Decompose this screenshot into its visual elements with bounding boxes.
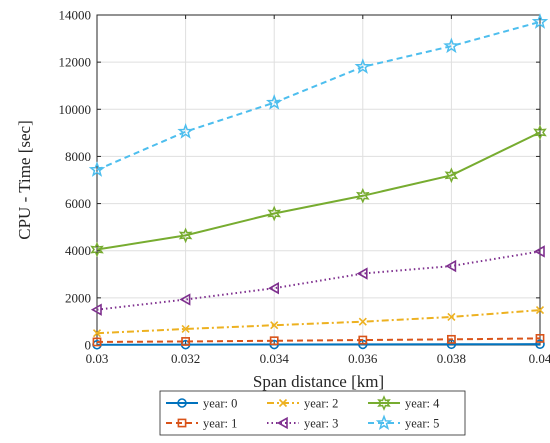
data-series [88, 13, 549, 350]
data-point [267, 205, 282, 222]
legend-item-3: year: 3 [267, 417, 338, 431]
series-line [96, 20, 541, 171]
x-tick-label: 0.032 [171, 351, 200, 366]
data-point [268, 282, 280, 295]
y-tick-label: 8000 [65, 149, 91, 164]
legend-marker [177, 398, 187, 408]
axis-ticks: 0.03 0.032 0.034 0.036 0.038 0.04 0 2000 4000 600… [59, 8, 550, 367]
data-point [269, 336, 279, 346]
series-line [96, 131, 541, 251]
data-point [90, 241, 104, 258]
data-point [535, 306, 545, 315]
x-tick-label: 0.036 [348, 351, 378, 366]
series-line [96, 250, 541, 311]
y-tick-label: 12000 [59, 55, 92, 70]
y-tick-label: 4000 [65, 243, 91, 258]
data-point [445, 259, 457, 273]
y-axis-label: CPU - Time [sec] [15, 120, 34, 239]
data-point [356, 267, 368, 280]
series-4 [90, 124, 547, 258]
data-point [355, 187, 370, 204]
legend-item-4: year: 4 [368, 395, 440, 411]
data-point [447, 312, 456, 322]
data-point [444, 167, 459, 184]
legend-item-0: year: 0 [166, 397, 237, 411]
series-2 [92, 306, 545, 338]
data-point [354, 58, 372, 74]
legend-item-2: year: 2 [267, 397, 338, 411]
data-point [88, 161, 106, 177]
legend-marker [276, 416, 288, 430]
legend-label: year: 3 [304, 417, 338, 431]
x-axis-label: Span distance [km] [253, 372, 384, 391]
plot-area-frame [96, 14, 541, 346]
series-line [96, 337, 541, 343]
data-point [177, 123, 194, 139]
series-1 [92, 333, 545, 347]
legend-marker [177, 418, 187, 428]
x-tick-label: 0.03 [86, 351, 109, 366]
legend-marker [278, 398, 288, 408]
legend-marker [375, 414, 393, 431]
data-point [270, 321, 279, 330]
data-point [535, 339, 545, 349]
grid [96, 14, 541, 346]
data-point [90, 303, 102, 316]
y-tick-label: 2000 [65, 290, 91, 305]
y-tick-label: 0 [85, 338, 92, 353]
data-point [181, 337, 190, 346]
data-point [265, 94, 283, 110]
legend-label: year: 2 [304, 397, 338, 411]
legend-item-1: year: 1 [166, 417, 237, 431]
data-point [443, 37, 460, 54]
y-tick-label: 10000 [59, 102, 92, 117]
data-point [179, 293, 191, 306]
legend-label: year: 1 [203, 417, 237, 431]
legend-box [159, 390, 466, 436]
series-line [96, 343, 541, 346]
data-point [531, 13, 549, 29]
data-point [358, 335, 368, 345]
data-point [92, 337, 102, 347]
x-tick-label: 0.034 [260, 351, 290, 366]
data-point [446, 334, 456, 344]
x-tick-label: 0.04 [529, 351, 550, 366]
data-point [533, 245, 545, 258]
data-point [535, 333, 545, 343]
data-point [178, 227, 193, 244]
legend-label: year: 4 [405, 397, 440, 411]
legend-item-5: year: 5 [368, 414, 439, 431]
series-line [96, 309, 541, 335]
series-5 [88, 13, 549, 177]
legend-label: year: 0 [203, 397, 237, 411]
x-tick-label: 0.038 [437, 351, 466, 366]
data-point [358, 317, 367, 326]
legend-marker [377, 395, 391, 411]
y-tick-label: 14000 [59, 8, 92, 23]
y-tick-label: 6000 [65, 196, 91, 211]
legend-label: year: 5 [405, 417, 439, 431]
data-point [181, 324, 190, 334]
series-3 [90, 245, 545, 316]
data-point [533, 124, 547, 141]
data-point [92, 329, 102, 338]
legend: year: 0 year: 1 year: 2 year: 3 year: 4 year:… [159, 390, 466, 436]
